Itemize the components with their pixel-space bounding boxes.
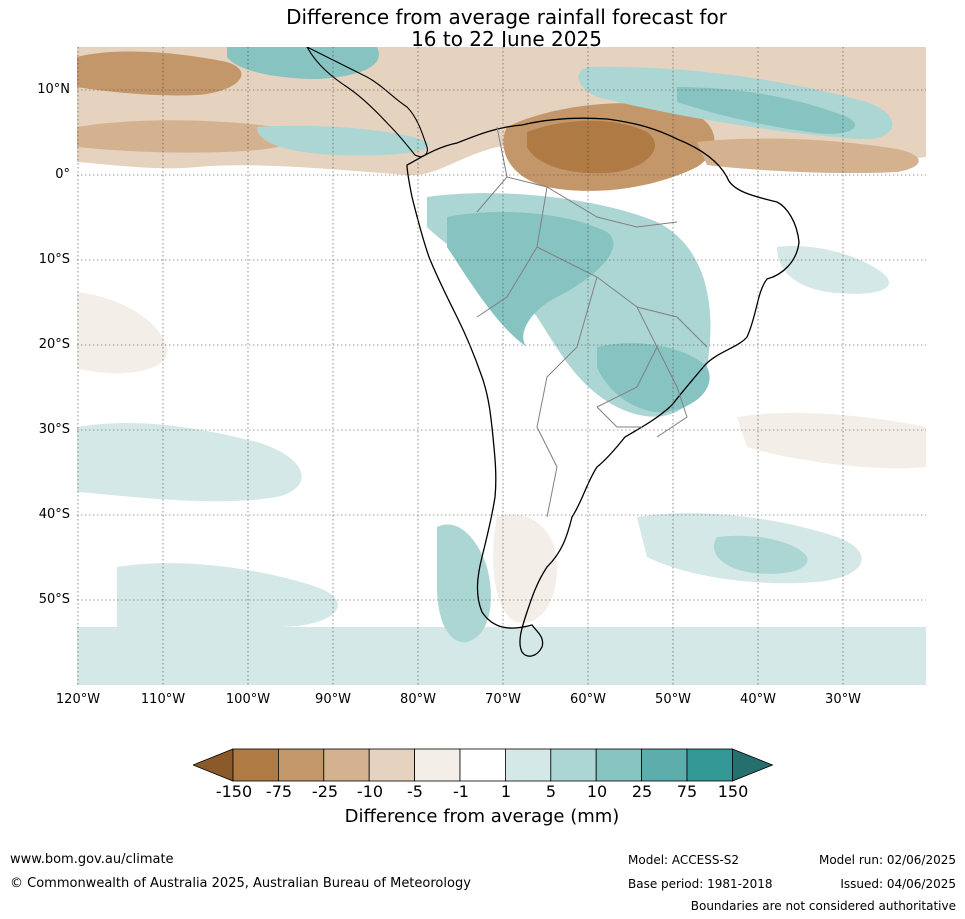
lon-label-30w: 30°W (825, 692, 861, 707)
anomaly-wet-patagonia (437, 524, 491, 643)
anomaly-wet-pacific-itcz (257, 125, 429, 156)
anomaly-wet-south-atlantic-core (713, 535, 808, 574)
anomaly-dry-core (527, 120, 656, 174)
anomaly-wet-south-pacific-2 (77, 627, 926, 685)
anomaly-wet-northeast-brazil (777, 246, 889, 294)
rainfall-anomaly-map (77, 47, 926, 685)
footer-model-run: Model run: 02/06/2025 (818, 853, 956, 867)
lat-label-40s: 40°S (38, 507, 70, 522)
lon-label-40w: 40°W (740, 692, 776, 707)
legend-color-cell (550, 748, 597, 782)
legend-tick: 1 (500, 782, 512, 801)
lon-label-60w: 60°W (570, 692, 606, 707)
lon-label-80w: 80°W (400, 692, 436, 707)
legend-color-cell (686, 748, 733, 782)
lon-label-100w: 100°W (225, 692, 271, 707)
lat-label-10s: 10°S (38, 252, 70, 267)
legend-tick: 25 (631, 782, 653, 801)
legend-color-cell (278, 748, 325, 782)
anomaly-dry-argentina (493, 514, 557, 623)
legend-color-cell (232, 748, 279, 782)
legend-color-cell (368, 748, 415, 782)
south-america-coastline (406, 117, 800, 657)
legend-tick: 5 (545, 782, 557, 801)
legend-tick: 10 (586, 782, 608, 801)
legend-title: Difference from average (mm) (344, 806, 620, 827)
lon-label-70w: 70°W (485, 692, 521, 707)
lat-label-0: 0° (55, 167, 70, 182)
legend-arrow-min (193, 748, 234, 782)
anomaly-wet-pacific-north (227, 47, 379, 79)
country-borders (476, 126, 708, 518)
legend-color-cell (459, 748, 506, 782)
legend-tick: 150 (717, 782, 749, 801)
map-graticule (77, 47, 926, 685)
footer-base-period: Base period: 1981-2018 (628, 877, 773, 891)
anomaly-wet-southeast-brazil (597, 343, 710, 413)
footer-issued: Issued: 04/06/2025 (840, 877, 956, 891)
legend-arrow-max (732, 748, 773, 782)
anomaly-wet-atlantic-core (677, 87, 856, 134)
lat-label-10n: 10°N (37, 82, 70, 97)
legend-color-cell (641, 748, 688, 782)
lat-label-20s: 20°S (38, 337, 70, 352)
legend-color-cell (504, 748, 552, 782)
legend-tick: 75 (676, 782, 698, 801)
anomaly-dry-atlantic (697, 138, 919, 174)
anomaly-wet-south-pacific-3 (117, 563, 338, 627)
footer-disclaimer: Boundaries are not considered authoritat… (690, 899, 956, 913)
footer-copyright: © Commonwealth of Australia 2025, Austra… (10, 876, 471, 891)
lon-label-110w: 110°W (140, 692, 186, 707)
legend-tick: -5 (407, 782, 423, 801)
anomaly-dry-south-atlantic (737, 412, 926, 469)
lat-label-30s: 30°S (38, 422, 70, 437)
legend-tick: -1 (453, 782, 469, 801)
anomaly-dry-south-pacific (77, 292, 168, 374)
legend-tick: -150 (215, 782, 253, 801)
legend-tick: -25 (311, 782, 339, 801)
map-title-line1: Difference from average rainfall forecas… (286, 5, 727, 29)
central-america-coastline (306, 47, 428, 158)
anomaly-wet-south-pacific (77, 422, 302, 502)
footer-website[interactable]: www.bom.gov.au/climate (10, 852, 174, 867)
anomaly-dry-pacific-north (77, 51, 242, 96)
anomaly-dry-pacific-south (77, 120, 299, 153)
footer-model: Model: ACCESS-S2 (628, 853, 740, 867)
legend-color-cells (193, 748, 773, 782)
lon-label-50w: 50°W (655, 692, 691, 707)
legend-colorbar (193, 748, 773, 782)
legend-color-cell (414, 748, 461, 782)
legend-color-cell (595, 748, 643, 782)
anomaly-wet-amazon-core (447, 212, 614, 347)
legend-color-cell (323, 748, 370, 782)
legend-tick: -75 (265, 782, 293, 801)
lat-label-50s: 50°S (38, 592, 70, 607)
lon-label-120w: 120°W (55, 692, 101, 707)
legend-tick: -10 (356, 782, 384, 801)
lon-label-90w: 90°W (315, 692, 351, 707)
